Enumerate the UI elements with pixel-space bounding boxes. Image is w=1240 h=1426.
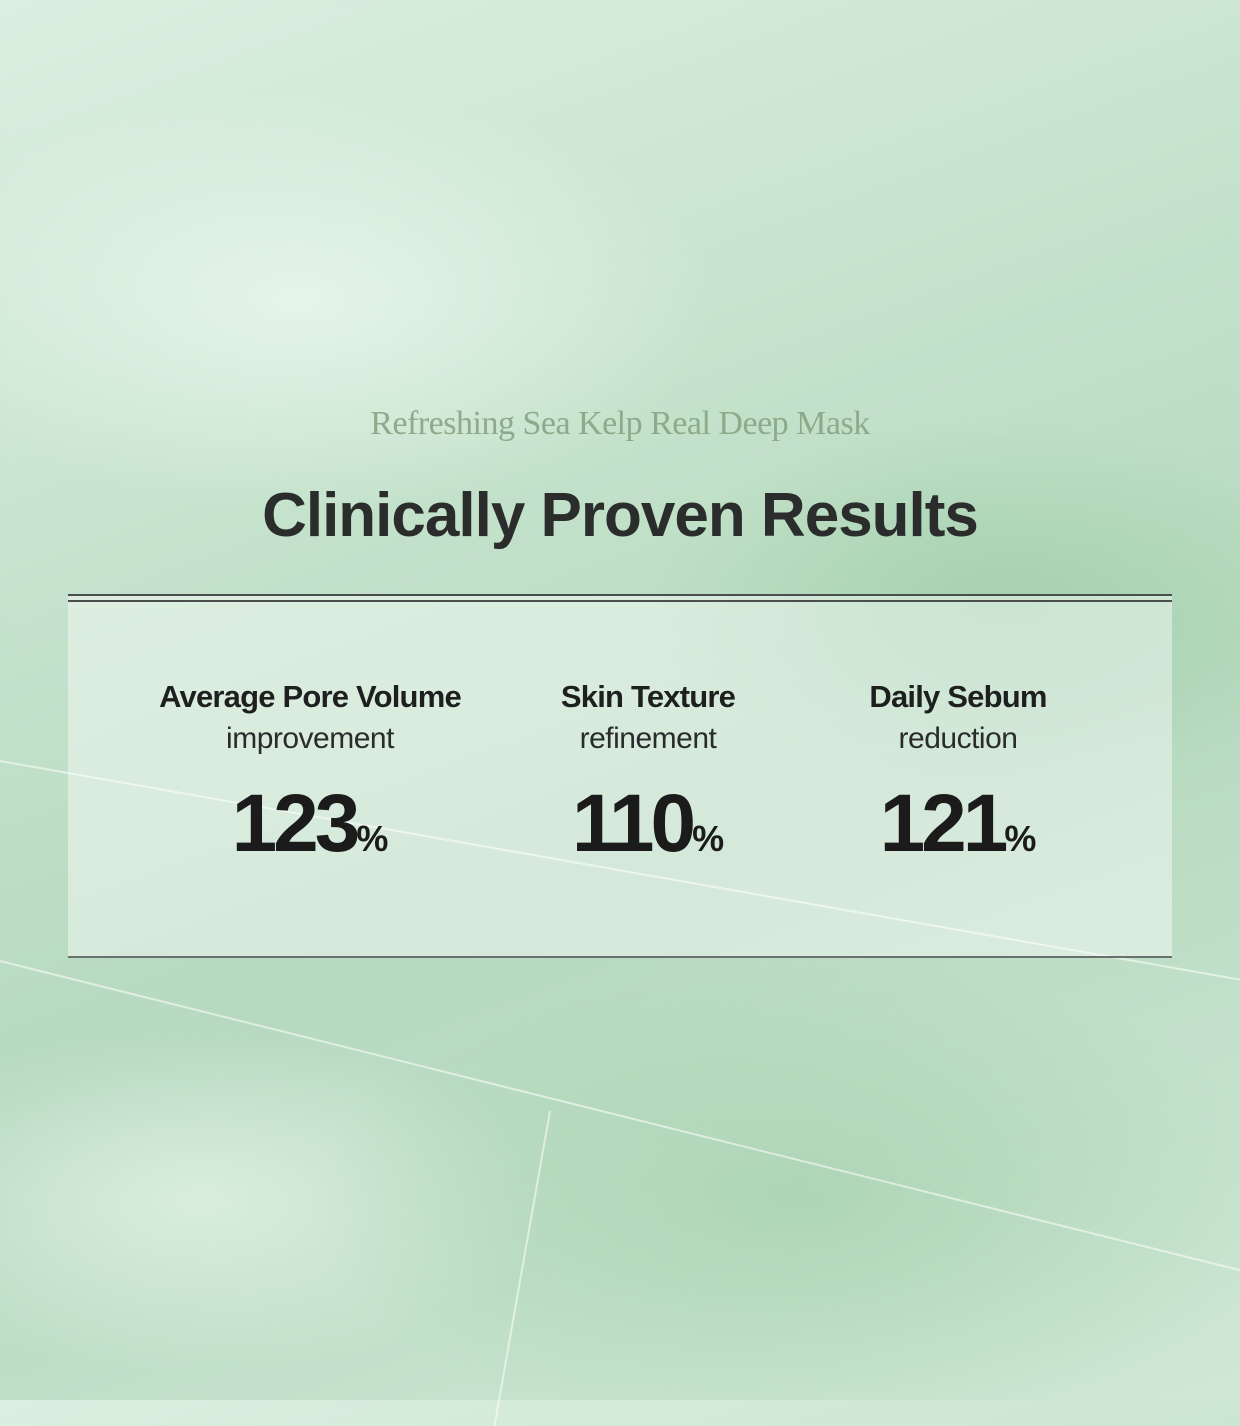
- result-descriptor: reduction: [898, 722, 1018, 755]
- result-number: 121: [879, 778, 1009, 869]
- result-unit: %: [356, 818, 389, 859]
- results-panel: Average Pore Volume improvement 123% Ski…: [68, 594, 1172, 958]
- background-light-streak: [0, 960, 1240, 1277]
- result-label: Daily Sebum: [869, 679, 1047, 714]
- result-value: 110%: [448, 774, 848, 889]
- result-label: Average Pore Volume: [159, 679, 462, 714]
- result-unit: %: [692, 818, 725, 859]
- result-value: 121%: [758, 774, 1158, 889]
- result-skin-texture: Skin Texture refinement 110%: [448, 676, 848, 889]
- result-daily-sebum: Daily Sebum reduction 121%: [758, 676, 1158, 889]
- page-title: Clinically Proven Results: [262, 481, 979, 550]
- result-number: 110: [571, 778, 696, 869]
- background-light-streak: [493, 1110, 551, 1426]
- result-unit: %: [1004, 818, 1037, 859]
- result-value: 123%: [110, 774, 510, 889]
- result-pore-volume: Average Pore Volume improvement 123%: [110, 676, 510, 889]
- product-name: Refreshing Sea Kelp Real Deep Mask: [370, 405, 870, 442]
- result-descriptor: improvement: [226, 722, 394, 755]
- result-descriptor: refinement: [579, 722, 717, 755]
- result-label: Skin Texture: [560, 679, 736, 714]
- result-number: 123: [231, 778, 361, 869]
